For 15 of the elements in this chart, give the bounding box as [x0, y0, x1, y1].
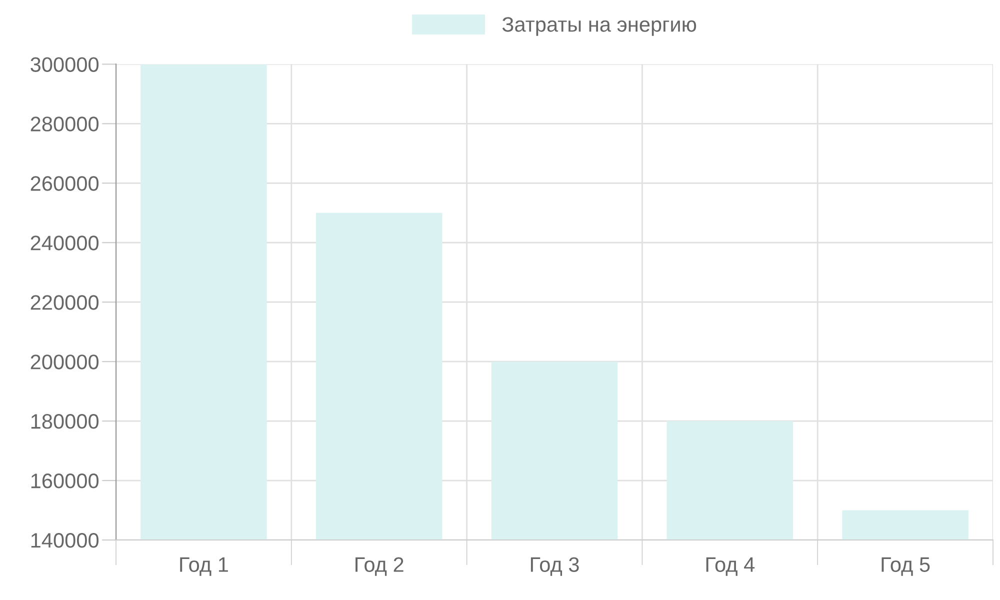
y-tick-label: 180000	[31, 414, 99, 429]
y-tick-label: 200000	[30, 354, 99, 370]
y-tick-label: 140000	[31, 533, 99, 548]
y-tick-label: 260000	[30, 176, 99, 191]
x-tick-label: Год 2	[356, 557, 404, 576]
x-tick-label: Год 4	[706, 557, 755, 576]
y-tick-label: 220000	[30, 295, 99, 310]
x-tick-label: Год 5	[882, 557, 930, 576]
x-tick-label: Год 3	[530, 557, 579, 576]
y-tick-label: 300000	[30, 57, 99, 72]
x-tick-label: Год 1	[180, 557, 228, 576]
y-tick-label: 240000	[30, 236, 99, 250]
y-tick-label: 160000	[31, 474, 99, 488]
y-tick-label: 280000	[30, 116, 99, 132]
legend-label: Затраты на энергию	[502, 17, 696, 36]
